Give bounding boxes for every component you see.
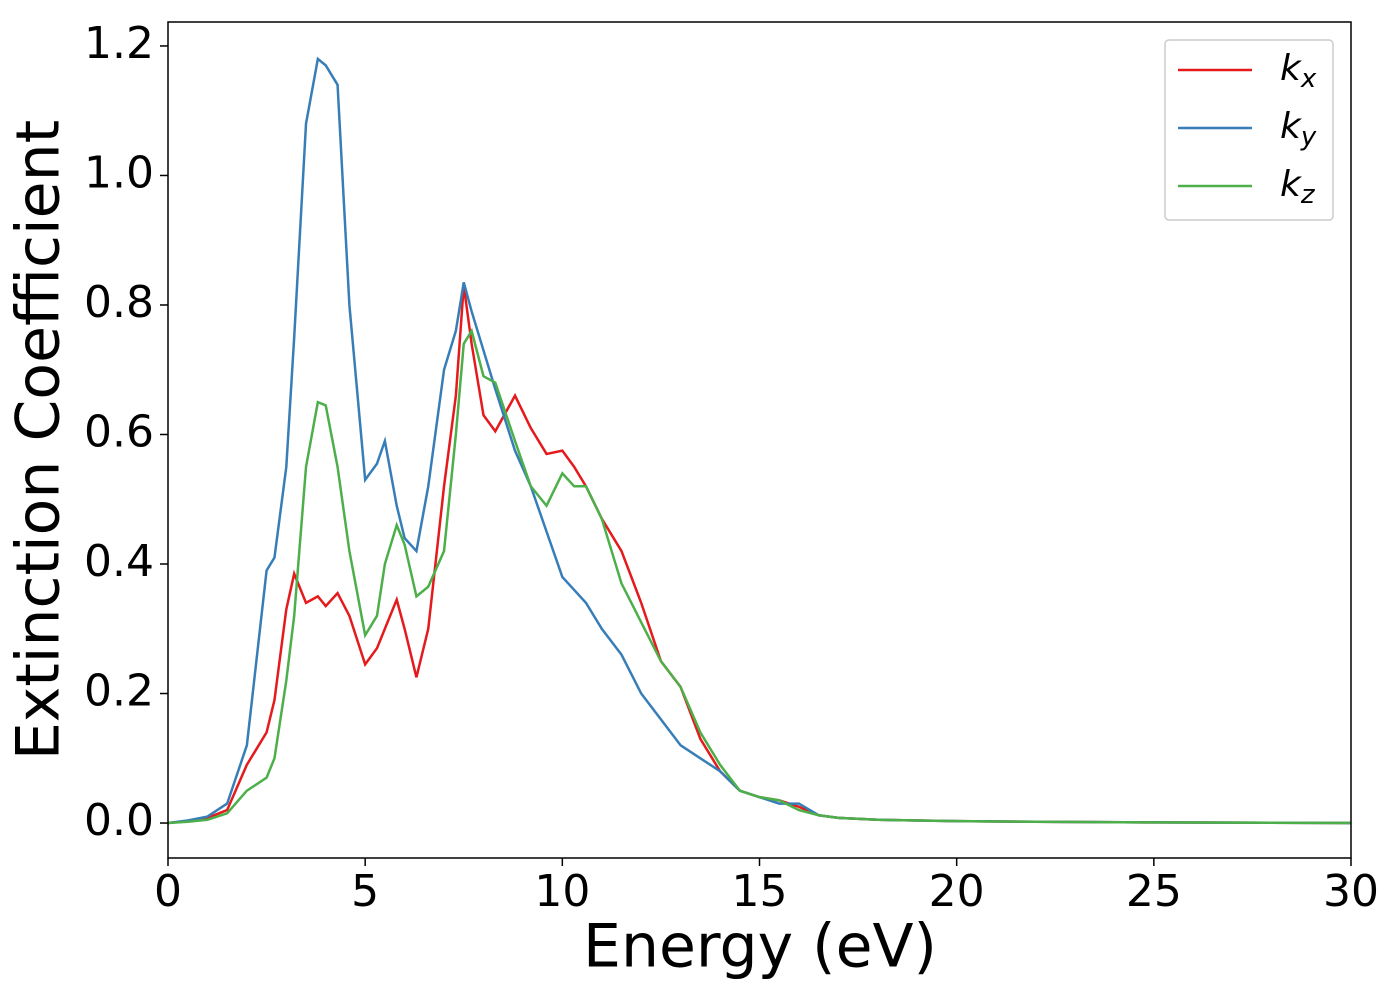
y-axis-label: Extinction Coefficient — [4, 120, 74, 760]
x-tick-label: 0 — [154, 866, 182, 917]
y-tick-label: 0.4 — [84, 536, 154, 587]
x-tick-label: 30 — [1323, 866, 1379, 917]
legend-box — [1164, 39, 1334, 221]
series-line — [168, 285, 1351, 825]
x-axis-label: Energy (eV) — [583, 912, 937, 982]
x-tick-label: 5 — [351, 866, 379, 917]
x-tick-label: 20 — [929, 866, 985, 917]
y-tick-label: 0.6 — [84, 406, 154, 457]
series-line — [168, 56, 1351, 825]
plot-frame — [167, 21, 1352, 859]
x-tick-label: 10 — [534, 866, 590, 917]
x-tick-label: 15 — [732, 866, 788, 917]
plot-area — [168, 56, 1351, 825]
x-tick-label: 25 — [1126, 866, 1182, 917]
y-tick-label: 0.0 — [84, 795, 154, 846]
y-tick-label: 1.0 — [84, 147, 154, 198]
legend-label: kx — [1280, 48, 1317, 94]
y-tick-label: 1.2 — [84, 18, 154, 69]
legend-label: kz — [1280, 164, 1316, 210]
legend-label: ky — [1280, 106, 1317, 152]
y-tick-label: 0.8 — [84, 277, 154, 328]
y-tick-label: 0.2 — [84, 666, 154, 717]
series-line — [168, 327, 1351, 825]
